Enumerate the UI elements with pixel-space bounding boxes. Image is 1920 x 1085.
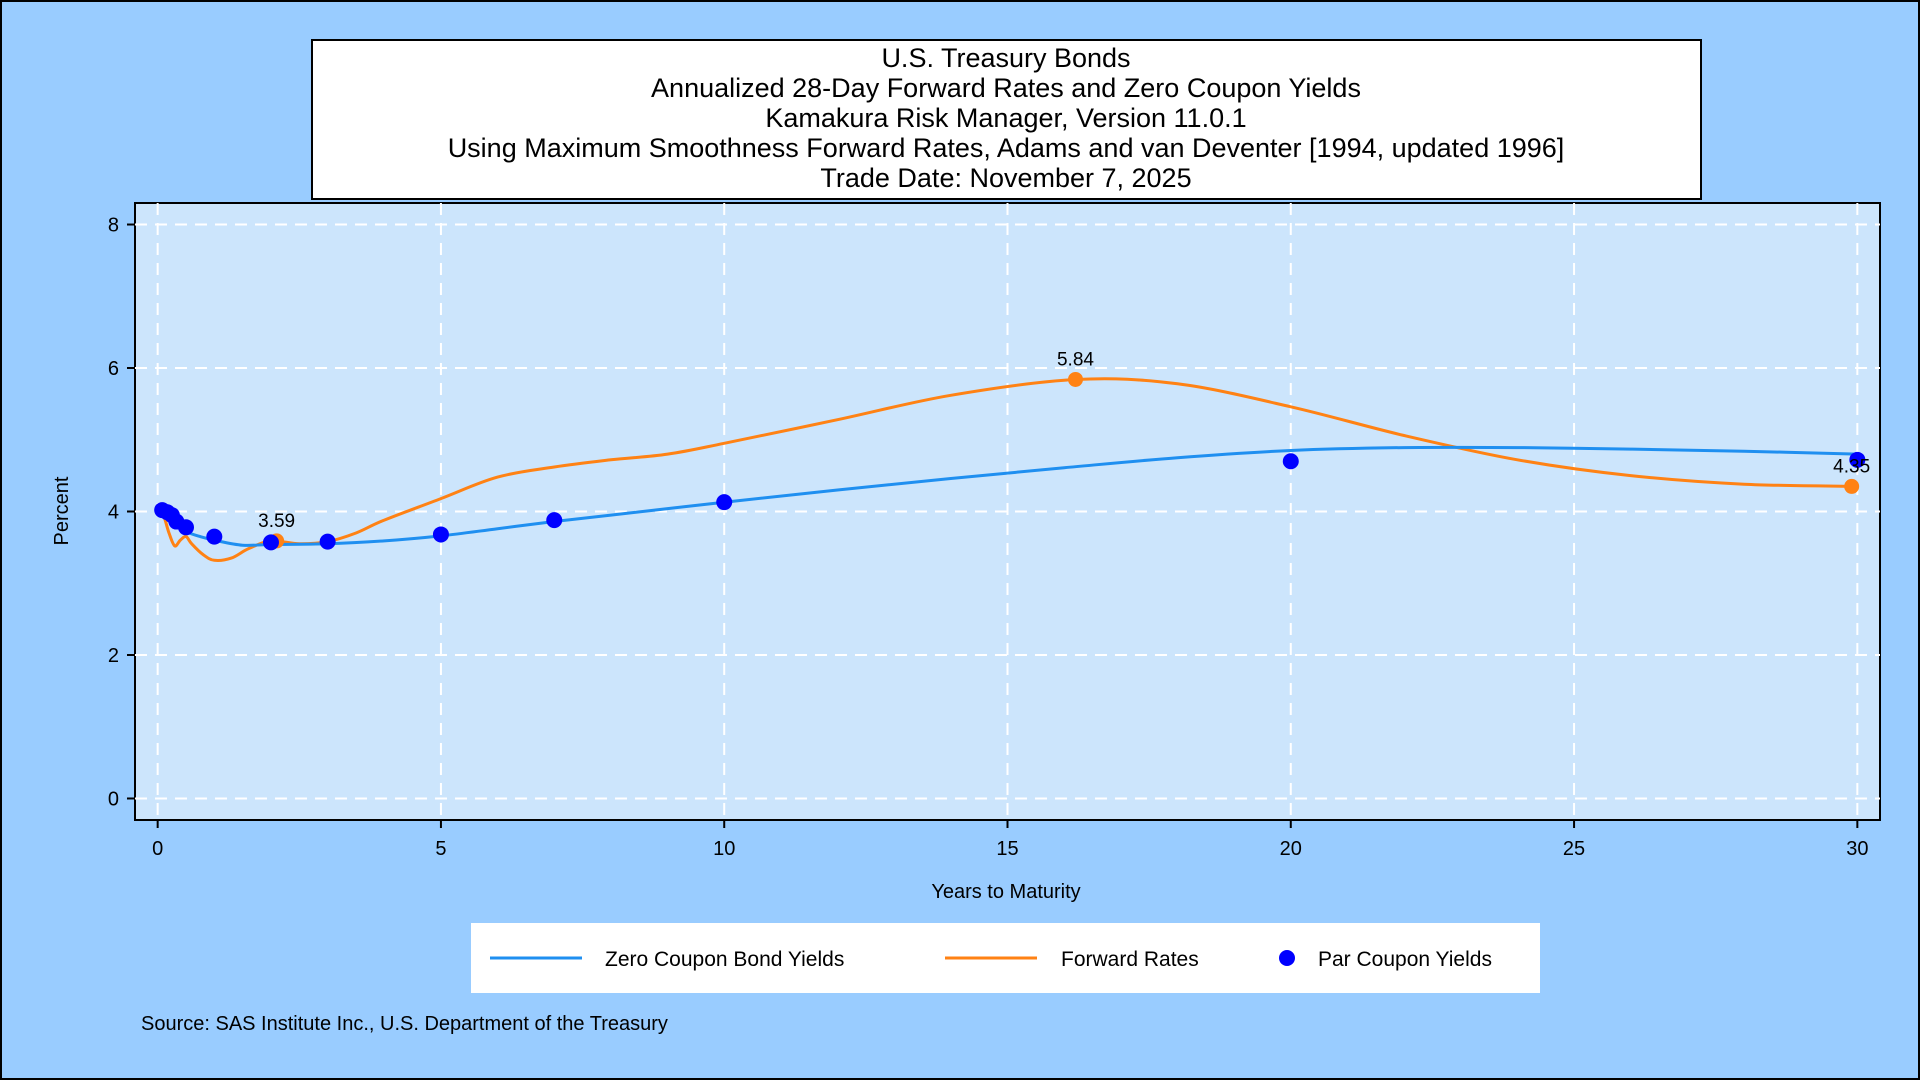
par-coupon-point — [432, 526, 449, 543]
par-coupon-point — [1282, 453, 1299, 470]
par-coupon-point — [1849, 451, 1866, 468]
y-tick-label: 2 — [108, 645, 119, 667]
x-tick-label: 25 — [1563, 838, 1585, 860]
y-tick-label: 0 — [108, 788, 119, 810]
series-layer — [154, 371, 1866, 562]
par-coupon-point — [716, 494, 733, 511]
par-coupon-point — [206, 528, 223, 545]
par-coupon-point — [262, 534, 279, 551]
chart-title-line-3: Kamakura Risk Manager, Version 11.0.1 — [765, 103, 1246, 133]
forward-rate-marker — [1067, 371, 1083, 387]
data-label: 5.84 — [1057, 349, 1094, 370]
title-box — [311, 39, 1702, 200]
y-tick-label: 6 — [108, 358, 119, 380]
forward-rates-line — [156, 377, 1858, 562]
x-tick-label: 5 — [435, 838, 446, 860]
legend-marker-par-coupon — [1279, 950, 1295, 966]
axes: 0 5 10 15 20 25 30 0 2 4 6 8 — [108, 215, 1869, 860]
forward-rate-marker — [1844, 478, 1860, 494]
y-tick-label: 4 — [108, 502, 119, 524]
y-tick-label: 8 — [108, 215, 119, 237]
chart-title-line-1: U.S. Treasury Bonds — [881, 43, 1130, 73]
par-coupon-point — [177, 519, 194, 536]
legend-label-par-coupon: Par Coupon Yields — [1318, 948, 1492, 971]
x-tick-label: 15 — [996, 838, 1018, 860]
x-tick-label: 0 — [152, 838, 163, 860]
chart-title-line-4: Using Maximum Smoothness Forward Rates, … — [448, 133, 1565, 163]
legend-label-zero-coupon: Zero Coupon Bond Yields — [605, 948, 844, 971]
chart-title-line-2: Annualized 28-Day Forward Rates and Zero… — [651, 73, 1361, 103]
x-tick-label: 10 — [713, 838, 735, 860]
chart-title-line-5: Trade Date: November 7, 2025 — [820, 163, 1191, 193]
par-coupon-point — [546, 512, 563, 529]
data-label: 4.35 — [1833, 456, 1870, 477]
x-tick-label: 30 — [1846, 838, 1868, 860]
annotation-layer: 3.59 5.84 4.35 — [258, 349, 1870, 531]
x-axis-label: Years to Maturity — [931, 881, 1080, 903]
x-tick-label: 20 — [1280, 838, 1302, 860]
legend-label-forward: Forward Rates — [1061, 948, 1199, 971]
data-label: 3.59 — [258, 511, 295, 532]
par-coupon-point — [319, 533, 336, 550]
y-axis-label: Percent — [51, 476, 73, 545]
source-note: Source: SAS Institute Inc., U.S. Departm… — [141, 1013, 668, 1035]
